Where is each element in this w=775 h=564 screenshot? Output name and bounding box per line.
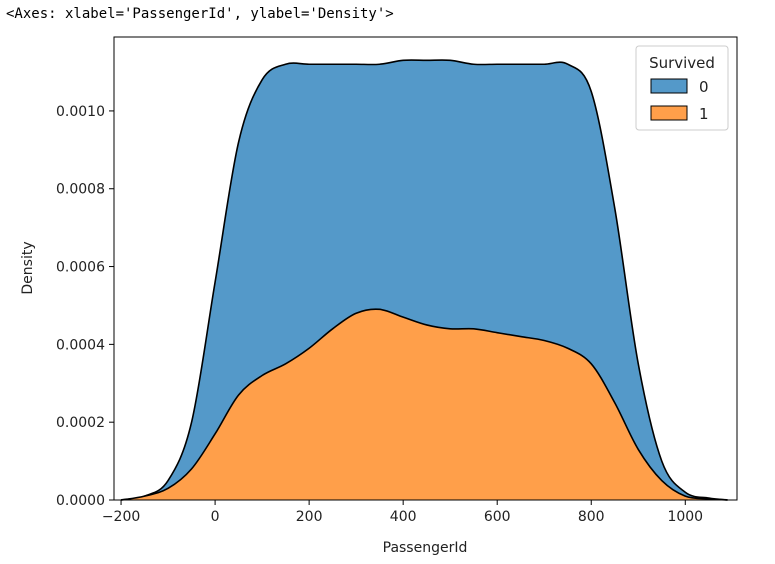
x-tick-label: 400 — [390, 509, 417, 525]
legend-title: Survived — [649, 54, 715, 72]
axes-frame — [113, 36, 738, 501]
x-tick-label: 200 — [296, 509, 323, 525]
axis-ticks: −200 0 200 400 600 800 1000 0.0000 0.0002 0.0004 0… — [56, 104, 703, 525]
y-tick-label: 0.0000 — [56, 493, 105, 509]
x-tick-label: −200 — [102, 509, 140, 525]
legend: Survived 0 1 — [635, 45, 729, 131]
legend-swatch-1 — [650, 105, 688, 121]
plot-area — [120, 59, 728, 501]
x-tick-label: 1000 — [667, 509, 703, 525]
x-tick-label: 800 — [578, 509, 605, 525]
legend-label-1: 1 — [699, 105, 709, 123]
x-axis-label: PassengerId — [383, 540, 468, 556]
legend-swatch-0 — [650, 78, 688, 94]
x-tick-label: 0 — [211, 509, 220, 525]
legend-label-0: 0 — [699, 78, 709, 96]
y-tick-label: 0.0010 — [56, 104, 105, 120]
y-tick-label: 0.0002 — [56, 415, 105, 431]
x-tick-label: 600 — [484, 509, 511, 525]
line-series-1 — [120, 308, 728, 501]
y-tick-label: 0.0004 — [56, 337, 105, 353]
output-repr: <Axes: xlabel='PassengerId', ylabel='Den… — [6, 6, 394, 22]
y-tick-label: 0.0008 — [56, 182, 105, 198]
area-series-1 — [121, 309, 728, 500]
line-series-0 — [120, 59, 728, 501]
y-axis-label: Density — [20, 241, 36, 294]
y-tick-label: 0.0006 — [56, 260, 105, 276]
